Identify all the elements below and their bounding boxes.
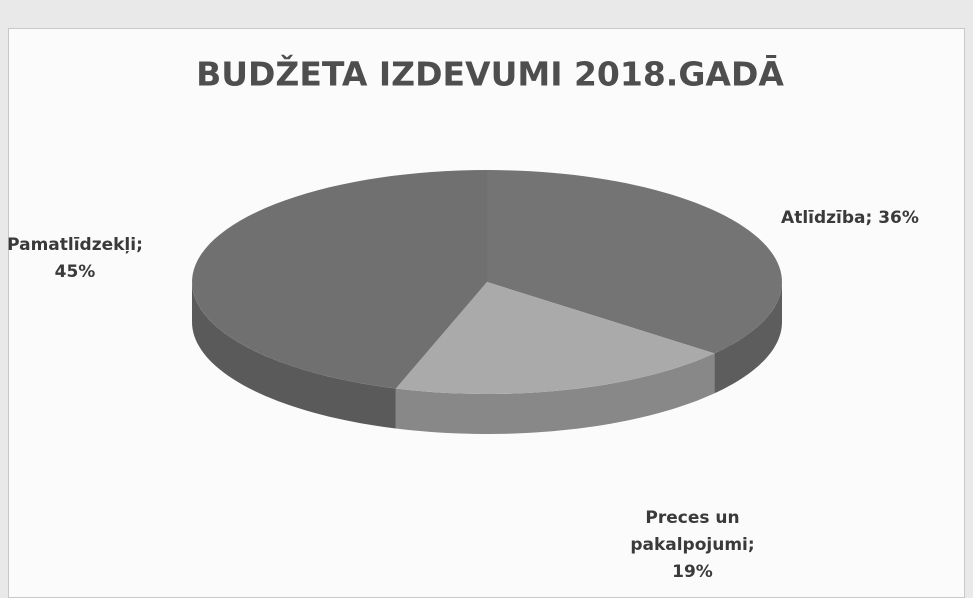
slice-side bbox=[395, 353, 715, 434]
data-label: Pamatlīdzekļi; 45% bbox=[7, 235, 143, 282]
data-label: Preces un pakalpojumi; 19% bbox=[630, 508, 755, 582]
chart-title: BUDŽETA IZDEVUMI 2018.GADĀ bbox=[196, 54, 784, 94]
slice-side bbox=[192, 282, 396, 429]
slice bbox=[395, 282, 715, 394]
slice bbox=[192, 170, 488, 389]
slice bbox=[487, 170, 782, 354]
slice-side bbox=[714, 282, 782, 394]
data-label: Atlīdzība; 36% bbox=[781, 208, 919, 228]
